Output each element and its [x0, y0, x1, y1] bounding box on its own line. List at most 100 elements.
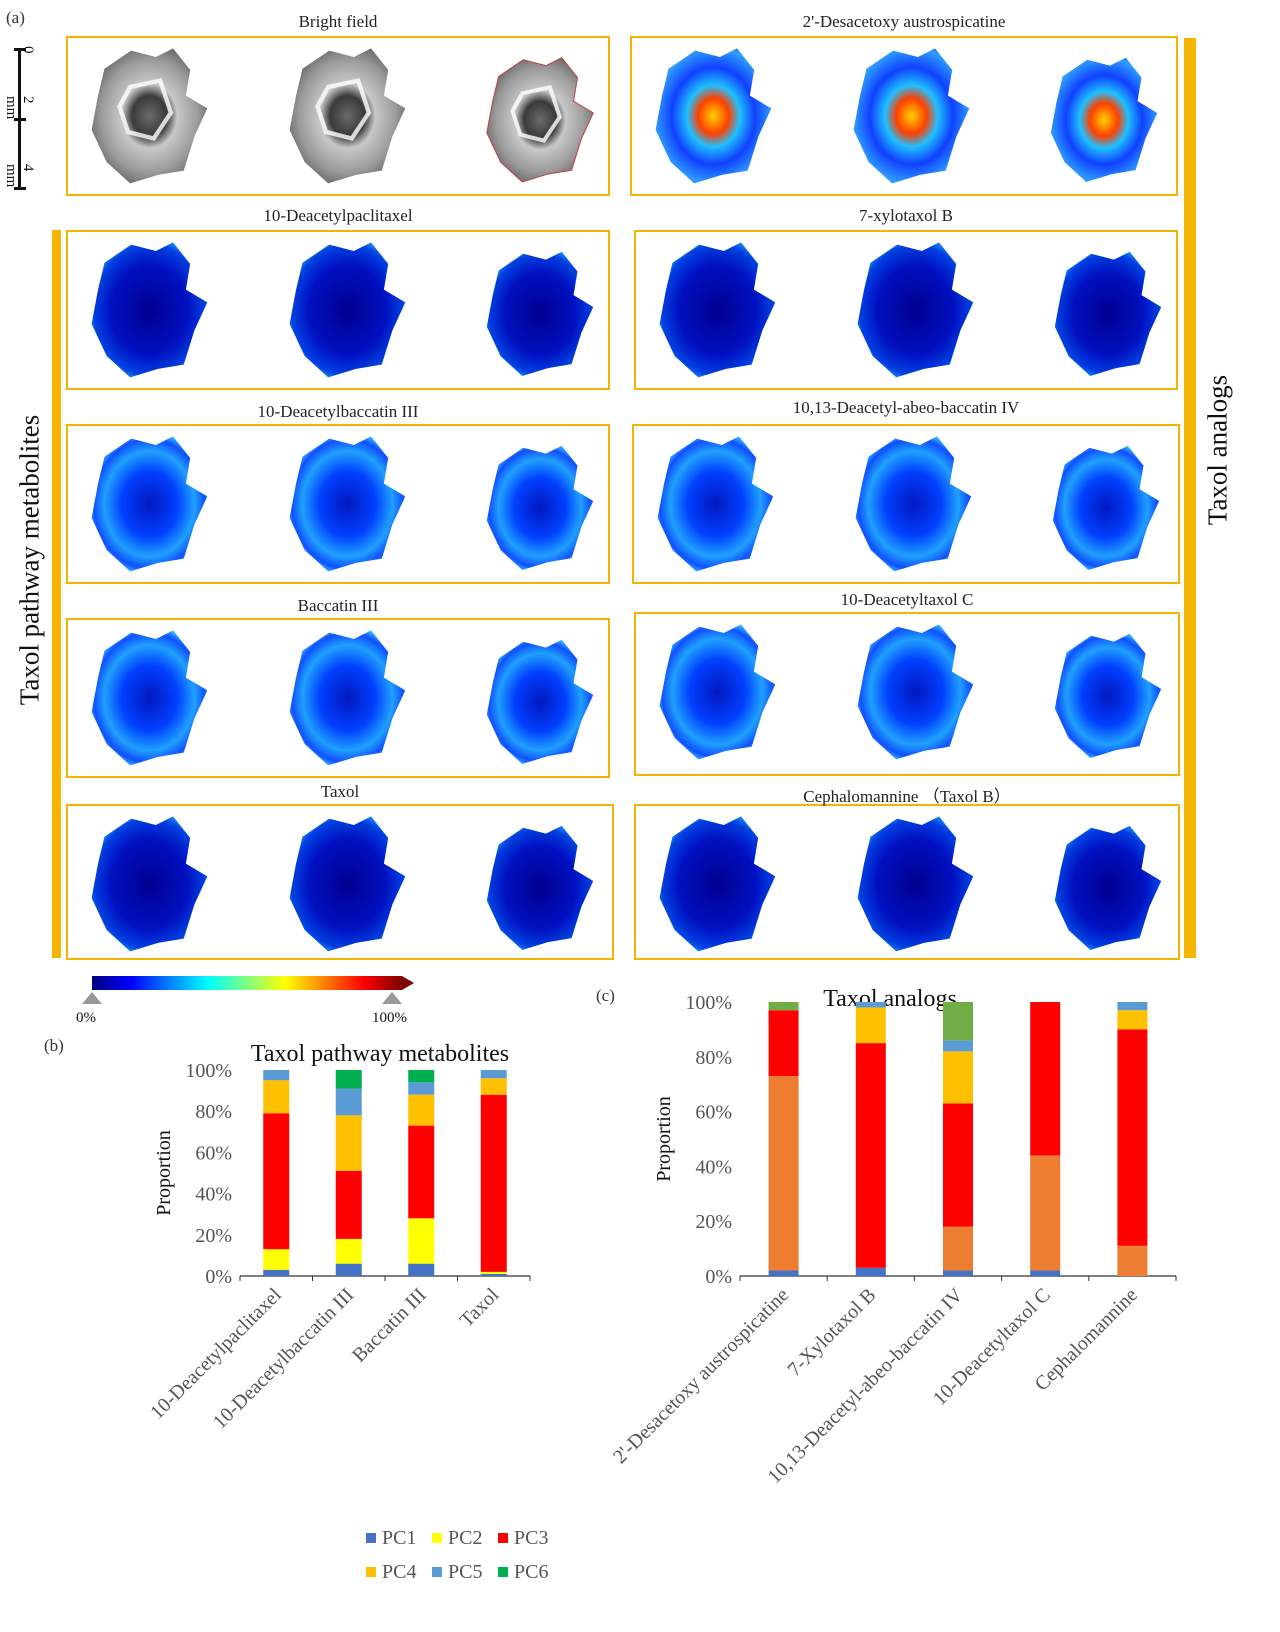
imaging-panel-title: 10,13-Deacetyl-abeo-baccatin IV: [792, 398, 1020, 417]
bar-segment: [480, 1271, 507, 1274]
tissue-section-image: [486, 251, 594, 376]
x-tick-label: 2'-Desacetoxy austrospicatine: [609, 1284, 793, 1468]
bar-segment: [335, 1115, 362, 1171]
x-tick-label: 10-Deacetylbaccatin III: [209, 1284, 358, 1433]
tissue-section-image: [853, 48, 970, 184]
colorbar-graphic: [82, 976, 414, 1004]
legend-item: PC2: [432, 1526, 482, 1550]
right-group-label: Taxol analogs: [1202, 374, 1233, 526]
y-axis-label: Proportion: [153, 1130, 175, 1216]
bar-segment: [855, 1007, 886, 1044]
legend-swatch: [432, 1567, 442, 1577]
x-tick-label: 10-Deacetylpaclitaxel: [146, 1284, 286, 1424]
legend-swatch: [498, 1533, 508, 1543]
bar-segment: [263, 1070, 290, 1081]
bar-segment: [943, 1226, 973, 1271]
tissue-section-image: [857, 624, 974, 760]
bar-segment: [855, 1002, 886, 1008]
imaging-panel-title: 10-Deacetyltaxol C: [840, 590, 974, 609]
tissue-section-image: [91, 436, 208, 572]
legend-item: PC4: [366, 1560, 416, 1584]
y-tick-label: 80%: [195, 1101, 232, 1123]
tissue-section-image: [289, 48, 406, 184]
chart-c: Taxol analogs Proportion 0% 20% 40% 60% 80% 100…: [609, 986, 1177, 1488]
imaging-panel: [66, 424, 610, 584]
y-tick-label: 40%: [695, 1156, 732, 1178]
chart-b: Taxol pathway metabolites Proportion 0% 20%…: [146, 1041, 531, 1433]
legend-swatch: [432, 1533, 442, 1543]
y-tick-label: 40%: [195, 1184, 232, 1206]
imaging-panel: [634, 230, 1178, 390]
bar-segment: [480, 1094, 507, 1272]
tissue-section-image: [857, 242, 974, 378]
imaging-panel-title: 10-Deacetylpaclitaxel: [263, 206, 413, 225]
legend-label: PC6: [514, 1560, 549, 1583]
imaging-panel-title: Baccatin III: [297, 596, 379, 615]
y-axis-label: Proportion: [653, 1096, 675, 1182]
scale-tick-0: 0: [20, 46, 36, 54]
legend-item: PC6: [498, 1560, 548, 1584]
imaging-panel: [66, 36, 610, 196]
legend-swatch: [366, 1533, 376, 1543]
tissue-section-image: [91, 242, 208, 378]
imaging-panel: [634, 804, 1180, 960]
y-tick-label: 0%: [705, 1266, 732, 1288]
imaging-panel-title: 2'-Desacetoxy austrospicatine: [802, 12, 1006, 31]
tissue-section-image: [1050, 57, 1158, 182]
bar-segment: [768, 1075, 799, 1271]
bar-segment: [335, 1088, 362, 1116]
y-tick-label: 60%: [695, 1102, 732, 1124]
bar-segment: [855, 1267, 886, 1276]
y-tick-label: 100%: [685, 992, 732, 1014]
x-tick-label: Taxol: [456, 1284, 504, 1332]
tissue-section-image: [486, 639, 594, 764]
left-group-bar: [52, 230, 61, 958]
imaging-panel-title: Cephalomannine （Taxol B）: [803, 787, 1011, 806]
colorbar: 0% 100%: [76, 972, 420, 1026]
tissue-section-image: [855, 436, 972, 572]
legend-item: PC1: [366, 1526, 416, 1550]
bar-segment: [408, 1094, 435, 1126]
legend-label: PC1: [382, 1526, 417, 1549]
bar-segment: [1030, 1155, 1061, 1271]
imaging-panel-title: 7-xylotaxol B: [859, 206, 953, 225]
y-tick-label: 20%: [195, 1225, 232, 1247]
imaging-panel: [66, 618, 610, 778]
legend-swatch: [498, 1567, 508, 1577]
bar-segment: [768, 1002, 799, 1011]
left-group-label: Taxol pathway metabolites: [14, 414, 45, 706]
bar-segment: [1117, 1002, 1148, 1011]
tissue-section-image: [486, 445, 594, 570]
panel-a-label: (a): [6, 8, 25, 27]
tissue-section-image: [1052, 445, 1160, 570]
tissue-section-image: [289, 242, 406, 378]
right-group-bar: [1184, 38, 1196, 958]
imaging-panel-title: Taxol: [320, 782, 360, 801]
x-tick-label: Baccatin III: [348, 1284, 431, 1367]
bar-segment: [263, 1113, 290, 1250]
tissue-section-image: [289, 630, 406, 766]
y-tick-label: 80%: [695, 1047, 732, 1069]
imaging-panel: [630, 36, 1178, 196]
imaging-panel: [632, 424, 1180, 584]
scale-bar: 0 2 mm 4 mm: [3, 46, 44, 190]
bar-segment: [1030, 1002, 1061, 1156]
scale-tick-4mm: 4 mm: [3, 164, 36, 188]
legend-label: PC4: [382, 1560, 417, 1583]
legend-label: PC5: [448, 1560, 483, 1583]
bar-segment: [263, 1249, 290, 1270]
legend-swatch: [366, 1567, 376, 1577]
tissue-section-image: [289, 816, 406, 952]
panel-c-label: (c): [596, 986, 615, 1005]
imaging-panel: [66, 230, 610, 390]
bar-segment: [1117, 1029, 1148, 1246]
chart-title: Taxol analogs: [823, 986, 957, 1012]
bar-segment: [1117, 1010, 1148, 1030]
imaging-panel-title: 10-Deacetylbaccatin III: [257, 402, 419, 421]
tissue-section-image: [1054, 633, 1162, 758]
chart-title: Taxol pathway metabolites: [251, 1041, 509, 1067]
tissue-section-image: [857, 816, 974, 952]
bar-segment: [263, 1080, 290, 1114]
tissue-section-image: [289, 436, 406, 572]
bar-segment: [408, 1218, 435, 1264]
